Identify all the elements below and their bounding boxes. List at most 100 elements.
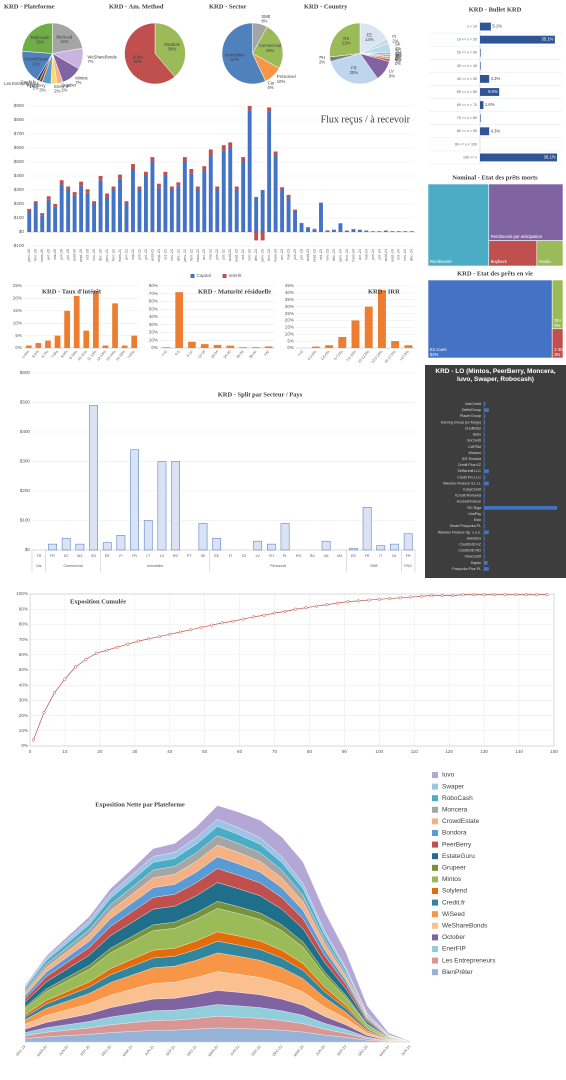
x-tick-label: 40 xyxy=(167,749,173,754)
y-tick-label: 20% xyxy=(285,318,294,323)
bar-segment xyxy=(85,192,90,232)
legend-label: RoboCash xyxy=(442,795,473,802)
bar-segment xyxy=(319,202,323,204)
x-tick-label: RU xyxy=(310,554,316,558)
tile-value: 3% xyxy=(554,352,560,357)
y-tick-label: 100 <= x xyxy=(463,155,477,159)
y-tick-label: -$100 xyxy=(12,243,24,248)
legend-label: WiSeed xyxy=(442,911,465,918)
bar xyxy=(280,523,290,551)
legend-swatch xyxy=(432,922,438,929)
bar xyxy=(484,487,485,492)
slice-label: Credit.fr xyxy=(21,79,36,84)
slice-label: Personnel xyxy=(277,74,296,79)
x-tick-label: 7,5-10% xyxy=(345,349,357,362)
bar-segment xyxy=(124,204,129,232)
chart-title: KRD - Maturité résiduelle xyxy=(198,288,271,295)
x-tick-label: déc.-22 xyxy=(254,249,258,261)
x-tick-label: 7-8% xyxy=(51,349,60,359)
legend-swatch xyxy=(432,864,438,871)
y-tick-label: $800 xyxy=(14,117,25,122)
bar xyxy=(35,343,42,348)
y-tick-label: VivaCredit xyxy=(464,555,481,559)
x-tick-label: août-21 xyxy=(150,249,154,261)
bar-segment xyxy=(396,231,401,232)
x-tick-label: DEC-21 xyxy=(186,1045,197,1057)
x-tick-label: PT xyxy=(187,554,192,558)
point xyxy=(461,593,465,597)
bar xyxy=(61,537,71,551)
x-tick-label: 90 xyxy=(342,749,348,754)
slice-value: 9% xyxy=(389,73,395,78)
x-tick-label: janv.-22 xyxy=(183,249,187,263)
x-tick-label: juin-20 xyxy=(60,249,64,261)
legend-swatch xyxy=(432,795,438,802)
slice-value: 2% xyxy=(392,38,398,43)
bar-segment xyxy=(215,190,220,232)
x-tick-label: IT xyxy=(379,554,383,558)
x-tick-label: nov.-24 xyxy=(403,249,407,261)
x-tick-label: MAR-22 xyxy=(207,1045,219,1058)
bar-segment xyxy=(228,142,233,148)
title-box: KRD - LO (Mintos, PeerBerry, Moncera, Iu… xyxy=(435,368,555,383)
slice-value: 7% xyxy=(75,80,81,85)
slice-label: LV xyxy=(389,69,394,74)
legend-label: Capital xyxy=(197,273,211,278)
bar xyxy=(484,451,485,455)
bar-segment xyxy=(202,166,207,171)
y-tick-label: 40 <= x < 50 xyxy=(457,77,477,81)
bar-segment xyxy=(176,182,181,186)
legend-swatch xyxy=(432,818,438,825)
bar-segment xyxy=(254,232,259,241)
bar-segment xyxy=(131,169,135,232)
bar xyxy=(391,341,400,348)
bar xyxy=(484,444,485,449)
point xyxy=(482,593,486,597)
y-tick-label: RC Riga xyxy=(467,506,481,510)
chart-title: KRD - Country xyxy=(304,3,348,10)
bar-segment xyxy=(403,231,408,232)
bar xyxy=(484,475,486,480)
point xyxy=(94,651,98,655)
slice-label: SK xyxy=(395,42,401,47)
bar-segment xyxy=(299,223,304,232)
bar xyxy=(484,512,485,516)
x-tick-label: 6-7% xyxy=(41,349,50,359)
y-tick-label: CreditGID KZ xyxy=(459,542,481,546)
bar-segment xyxy=(332,229,336,232)
x-tick-label: mars-20 xyxy=(40,249,44,262)
point xyxy=(451,593,455,598)
bar xyxy=(480,114,481,123)
x-tick-label: 36-42 xyxy=(248,350,257,360)
bar-segment xyxy=(189,173,194,232)
x-tick-label: août-22 xyxy=(228,249,232,261)
bar xyxy=(484,426,485,431)
slice-value: 38% xyxy=(168,47,177,52)
point xyxy=(147,637,151,641)
x-tick-label: FR xyxy=(50,554,55,558)
slice-value: 22% xyxy=(342,41,351,46)
y-tick-label: 60% xyxy=(149,299,158,304)
legend-label: October xyxy=(442,934,466,941)
tile-label: Remboursé xyxy=(430,259,452,264)
legend-swatch xyxy=(432,783,438,790)
value-label: 5.1% xyxy=(492,24,502,29)
slice-value: 1% xyxy=(396,53,402,58)
legend-label: EstateGuru xyxy=(442,853,475,860)
y-tick-label: $0 xyxy=(19,229,25,234)
bar-segment xyxy=(169,190,174,232)
slice-label: Random xyxy=(164,42,180,47)
bar xyxy=(480,35,555,44)
pie-slice xyxy=(124,22,176,85)
slice-label: October xyxy=(61,83,77,88)
x-tick-label: juil.-23 xyxy=(299,249,303,261)
chart-title: KRD - IRR xyxy=(368,288,400,295)
y-tick-label: CreditStar xyxy=(465,426,482,430)
bar-segment xyxy=(286,197,291,232)
value-label: 35.1% xyxy=(541,37,553,42)
bar-segment xyxy=(241,157,246,162)
line xyxy=(33,594,548,741)
chart: 0% 5% 10%15% 20% 25% 30% 35% 40% 45% <=0 0-2,5% 2,5… xyxy=(285,283,415,364)
